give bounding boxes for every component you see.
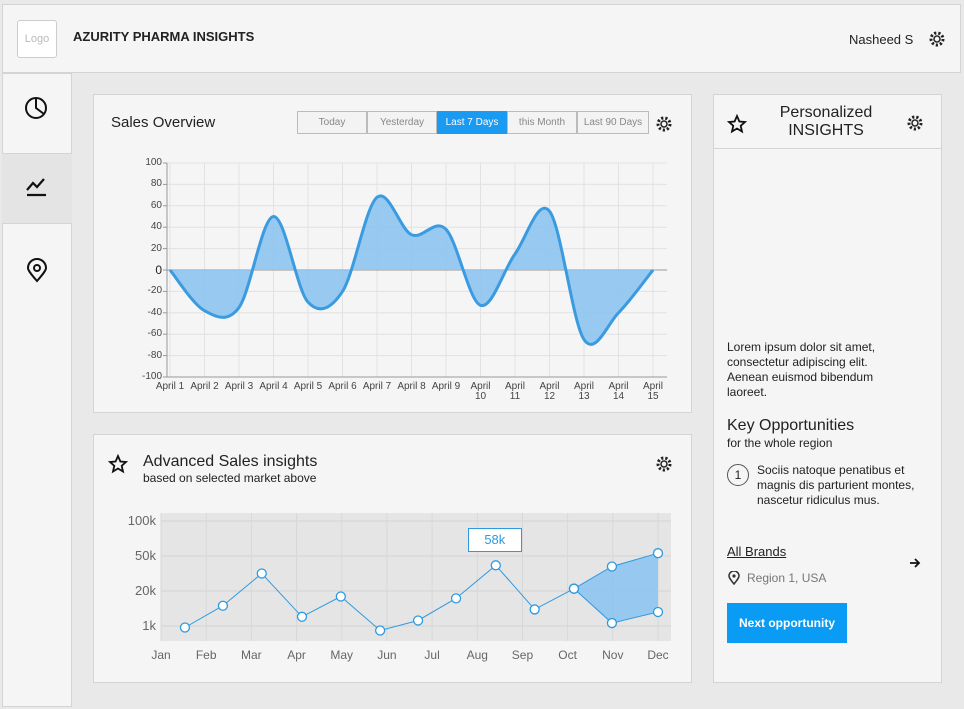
x-tick-label: April 7 bbox=[362, 381, 392, 392]
y-tick-label: 20k bbox=[135, 583, 156, 598]
x-tick-label: April 14 bbox=[608, 381, 629, 402]
divider bbox=[713, 148, 942, 149]
point bbox=[374, 625, 386, 636]
y-tick-label: -100 bbox=[141, 371, 162, 382]
point bbox=[335, 591, 346, 602]
point bbox=[296, 611, 308, 622]
x-tick-label: April 1 bbox=[155, 381, 185, 392]
x-tick-label: Dec bbox=[647, 648, 669, 662]
section-subtitle: for the whole region bbox=[727, 436, 833, 450]
band-point bbox=[606, 617, 618, 629]
star-icon[interactable] bbox=[727, 114, 747, 134]
y-tick-label: 80 bbox=[150, 178, 162, 190]
y-tick-label: -80 bbox=[147, 349, 162, 361]
y-tick-label: 60 bbox=[150, 199, 162, 211]
x-tick-label: Nov bbox=[602, 648, 624, 662]
x-tick-label: Aug bbox=[466, 648, 488, 662]
x-tick-label: April 15 bbox=[642, 381, 663, 402]
settings-icon[interactable] bbox=[906, 114, 924, 132]
x-tick-label: April 3 bbox=[224, 381, 254, 392]
point bbox=[256, 568, 267, 579]
pin-icon bbox=[728, 571, 740, 585]
x-tick-label: April 5 bbox=[293, 381, 323, 392]
x-tick-label: Sep bbox=[511, 648, 534, 662]
brands-link[interactable]: All Brands bbox=[727, 544, 787, 559]
tab[interactable]: Yesterday bbox=[367, 111, 437, 134]
arrow-icon[interactable] bbox=[908, 556, 922, 570]
settings-icon[interactable] bbox=[655, 115, 673, 133]
nav-trend-icon[interactable] bbox=[24, 174, 50, 200]
y-tick-label: 100 bbox=[145, 157, 162, 168]
band-point bbox=[568, 583, 580, 594]
y-tick-label: 1k bbox=[142, 618, 156, 633]
insights-card bbox=[713, 94, 942, 683]
header bbox=[2, 4, 961, 73]
x-tick-label: April 8 bbox=[397, 381, 426, 392]
nav-location-icon[interactable] bbox=[25, 258, 49, 284]
y-tick-label: -40 bbox=[147, 306, 162, 318]
y-tick-label: -20 bbox=[147, 285, 162, 297]
point bbox=[490, 560, 501, 571]
band-point bbox=[652, 606, 664, 618]
region: Region 1, USA bbox=[747, 571, 827, 585]
y-tick-label: 20 bbox=[150, 242, 162, 254]
band-area bbox=[573, 553, 658, 624]
point bbox=[217, 600, 229, 611]
insights-title: Personalized INSIGHTS bbox=[779, 104, 873, 139]
x-tick-label: Apr bbox=[287, 648, 306, 662]
logo: Logo bbox=[17, 20, 57, 58]
y-tick-label: 40 bbox=[150, 221, 162, 233]
point bbox=[450, 593, 462, 604]
y-tick-label: 0 bbox=[155, 263, 162, 277]
nav-pie-icon[interactable] bbox=[23, 94, 49, 120]
x-tick-label: April 6 bbox=[328, 381, 357, 392]
x-tick-label: Mar bbox=[241, 648, 262, 662]
x-tick-label: Jul bbox=[424, 648, 440, 662]
settings-icon[interactable] bbox=[928, 30, 946, 48]
x-tick-label: Feb bbox=[195, 648, 217, 662]
x-tick-label: Jun bbox=[377, 648, 397, 662]
card-title: Sales Overview bbox=[111, 114, 216, 131]
point bbox=[412, 615, 424, 626]
tab[interactable]: this Month bbox=[507, 111, 577, 134]
band-point bbox=[606, 561, 618, 572]
x-tick-label: May bbox=[330, 648, 354, 662]
x-tick-label: Oct bbox=[558, 648, 577, 662]
item-number: 1 bbox=[727, 464, 749, 486]
point bbox=[529, 604, 540, 615]
x-tick-label: April 10 bbox=[470, 381, 491, 402]
insights-body: Lorem ipsum dolor sit amet, consectetur … bbox=[727, 340, 876, 399]
star-icon[interactable] bbox=[108, 454, 128, 474]
tab[interactable]: Today bbox=[297, 111, 367, 134]
settings-icon[interactable] bbox=[655, 455, 673, 473]
section-title: Key Opportunities bbox=[727, 417, 855, 434]
annotation: 58k bbox=[467, 528, 522, 553]
x-tick-label: April 13 bbox=[573, 381, 594, 402]
area-fill bbox=[170, 195, 653, 345]
app-title: AZURITY PHARMA INSIGHTS bbox=[73, 29, 255, 44]
item-text: Sociis natoque penatibus et magnis dis p… bbox=[757, 463, 915, 507]
line bbox=[184, 564, 575, 632]
band-point bbox=[652, 548, 664, 559]
x-tick-label: April 4 bbox=[259, 381, 288, 392]
y-tick-label: 100k bbox=[127, 513, 156, 528]
x-tick-label: Jan bbox=[151, 648, 171, 662]
user-name[interactable]: Nasheed S bbox=[849, 32, 914, 47]
x-tick-label: April 12 bbox=[539, 381, 560, 402]
x-tick-label: April 2 bbox=[190, 381, 219, 392]
x-tick-label: April 11 bbox=[504, 381, 525, 402]
tab[interactable]: Last 90 Days bbox=[577, 111, 649, 134]
tab[interactable]: Last 7 Days bbox=[437, 111, 507, 134]
card-title: Advanced Sales insights bbox=[143, 453, 318, 470]
y-tick-label: 50k bbox=[135, 548, 156, 563]
area-line bbox=[168, 194, 655, 346]
next-button[interactable]: Next opportunity bbox=[727, 603, 847, 643]
y-tick-label: -60 bbox=[147, 328, 162, 340]
point bbox=[179, 622, 191, 633]
card-subtitle: based on selected market above bbox=[143, 471, 317, 485]
x-tick-label: April 9 bbox=[431, 381, 461, 392]
